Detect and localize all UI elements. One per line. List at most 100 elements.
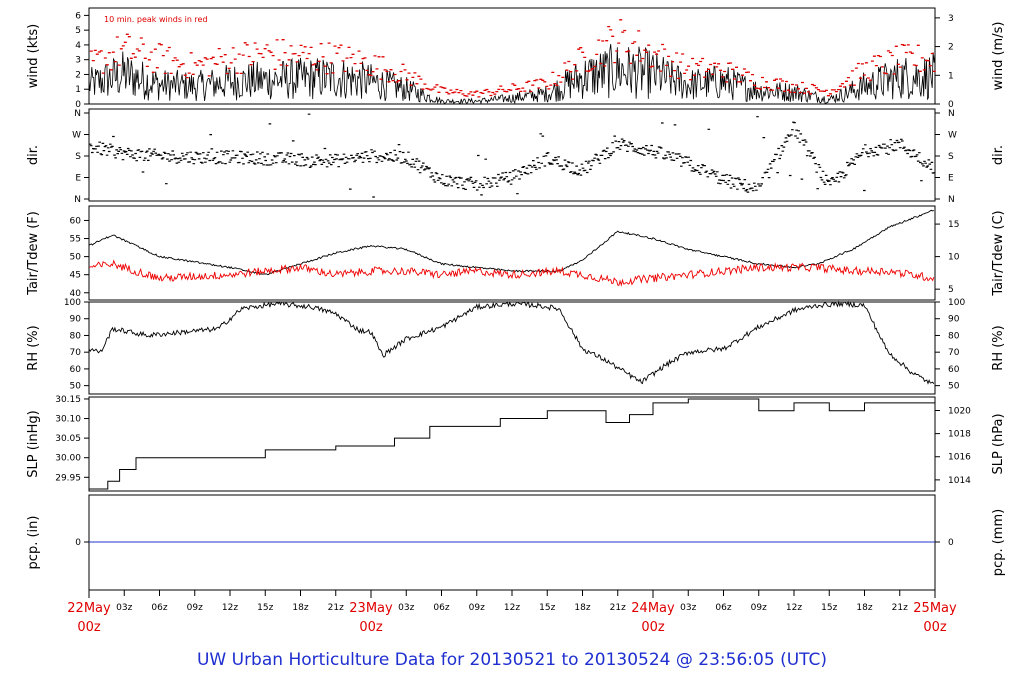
y-tick-label-left: S	[75, 152, 81, 162]
footer-start-date: 20130521	[469, 650, 557, 670]
y-tick-label-right: S	[948, 152, 954, 162]
y-axis-label-right: Tair/Tdew (C)	[991, 210, 1006, 296]
day-label-date: 24May	[631, 601, 675, 616]
y-tick-label-left: 55	[70, 235, 81, 245]
y-tick-label-right: 0	[948, 538, 954, 548]
footer-end-date: 20130524 @ 23:56:05	[583, 650, 775, 670]
y-tick-label-right: 80	[948, 331, 960, 341]
y-tick-label-right: 1014	[948, 476, 971, 486]
y-tick-label-left: 30.05	[55, 434, 81, 444]
x-tick-label: 03z	[116, 603, 132, 613]
y-tick-label-left: N	[74, 195, 81, 205]
y-axis-label-left: pcp. (in)	[26, 516, 41, 570]
day-label-date: 25May	[913, 601, 957, 616]
x-tick-label: 15z	[539, 603, 555, 613]
y-tick-label-right: E	[948, 174, 954, 184]
series-peak-wind	[89, 19, 936, 98]
day-label-date: 23May	[349, 601, 393, 616]
y-axis-label-left: wind (kts)	[26, 24, 41, 88]
y-tick-label-left: 30.10	[55, 415, 81, 425]
y-tick-label-right: 1	[948, 71, 954, 81]
y-tick-label-right: 1020	[948, 406, 971, 416]
x-tick-label: 06z	[433, 603, 449, 613]
y-tick-label-left: 2	[75, 70, 81, 80]
panel-frame-4	[88, 301, 936, 395]
x-tick-label: 12z	[786, 603, 802, 613]
x-tick-label: 03z	[398, 603, 414, 613]
y-tick-label-left: 1	[75, 85, 81, 95]
x-tick-label: 12z	[222, 603, 238, 613]
y-tick-label-left: 45	[70, 271, 81, 281]
x-tick-label: 18z	[574, 603, 590, 613]
panel-frame-2	[88, 108, 936, 202]
y-tick-label-right: 0	[948, 100, 954, 110]
y-tick-label-right: 3	[948, 14, 954, 24]
y-tick-label-left: 100	[64, 298, 81, 308]
y-tick-label-left: 3	[75, 56, 81, 66]
y-tick-label-left: 90	[70, 315, 82, 325]
x-tick-label: 09z	[751, 603, 767, 613]
x-tick-label: 06z	[715, 603, 731, 613]
y-axis-label-left: SLP (inHg)	[26, 410, 41, 478]
y-tick-label-left: W	[72, 131, 81, 141]
y-axis-label-right: SLP (hPa)	[991, 413, 1006, 474]
y-tick-label-right: 60	[948, 365, 960, 375]
footer-separator: to	[561, 650, 579, 670]
y-tick-label-left: 30.00	[55, 454, 81, 464]
y-tick-label-left: 5	[75, 26, 81, 36]
series-tair	[88, 209, 935, 276]
x-tick-label: 21z	[892, 603, 908, 613]
day-label-date: 22May	[67, 601, 111, 616]
y-tick-label-left: 80	[70, 331, 82, 341]
y-tick-label-left: 60	[70, 365, 82, 375]
panel-frame-3	[88, 205, 936, 301]
x-tick-label: 12z	[504, 603, 520, 613]
y-tick-label-left: N	[74, 109, 81, 119]
y-axis-label-left: RH (%)	[26, 325, 41, 370]
x-tick-label: 15z	[821, 603, 837, 613]
series-wind-direction	[88, 113, 936, 198]
y-tick-label-right: 50	[948, 382, 960, 392]
y-tick-label-right: N	[948, 109, 955, 119]
y-tick-label-right: 10	[948, 253, 960, 263]
y-tick-label-left: 0	[75, 538, 81, 548]
day-label-hour: 00z	[359, 620, 383, 635]
y-tick-label-left: 60	[70, 216, 82, 226]
y-tick-label-right: 90	[948, 315, 960, 325]
series-wind	[88, 43, 936, 105]
y-tick-label-left: 4	[75, 41, 81, 51]
y-tick-label-left: E	[75, 174, 81, 184]
y-tick-label-left: 40	[70, 289, 82, 299]
x-tick-label: 09z	[469, 603, 485, 613]
y-tick-label-right: N	[948, 195, 955, 205]
day-label-hour: 00z	[77, 620, 101, 635]
chart-footer-title: UW Urban Horticulture Data for 20130521 …	[0, 650, 1024, 670]
y-axis-label-left: dir.	[26, 145, 41, 165]
y-tick-label-left: 29.95	[55, 473, 81, 483]
y-tick-label-left: 0	[75, 100, 81, 110]
y-axis-label-right: dir.	[991, 145, 1006, 165]
day-label-hour: 00z	[641, 620, 665, 635]
y-tick-label-right: 2	[948, 43, 954, 53]
x-tick-label: 18z	[856, 603, 872, 613]
y-tick-label-right: W	[948, 131, 957, 141]
y-axis-label-right: wind (m/s)	[991, 22, 1006, 91]
y-tick-label-left: 50	[70, 253, 82, 263]
y-tick-label-right: 1018	[948, 430, 971, 440]
y-tick-label-right: 1016	[948, 453, 971, 463]
y-tick-label-right: 5	[948, 285, 954, 295]
wind-annotation: 10 min. peak winds in red	[104, 15, 208, 24]
y-tick-label-left: 50	[70, 382, 82, 392]
footer-timezone: (UTC)	[780, 650, 828, 670]
y-axis-label-left: Tair/Tdew (F)	[26, 211, 41, 296]
x-tick-label: 21z	[328, 603, 344, 613]
series-slp	[89, 398, 936, 490]
footer-prefix: UW Urban Horticulture Data for	[196, 650, 465, 670]
y-axis-label-right: pcp. (mm)	[991, 509, 1006, 576]
x-tick-label: 15z	[257, 603, 273, 613]
y-tick-label-left: 30.15	[55, 395, 81, 405]
x-tick-label: 06z	[151, 603, 167, 613]
y-tick-label-left: 6	[75, 11, 81, 21]
x-tick-label: 18z	[292, 603, 308, 613]
